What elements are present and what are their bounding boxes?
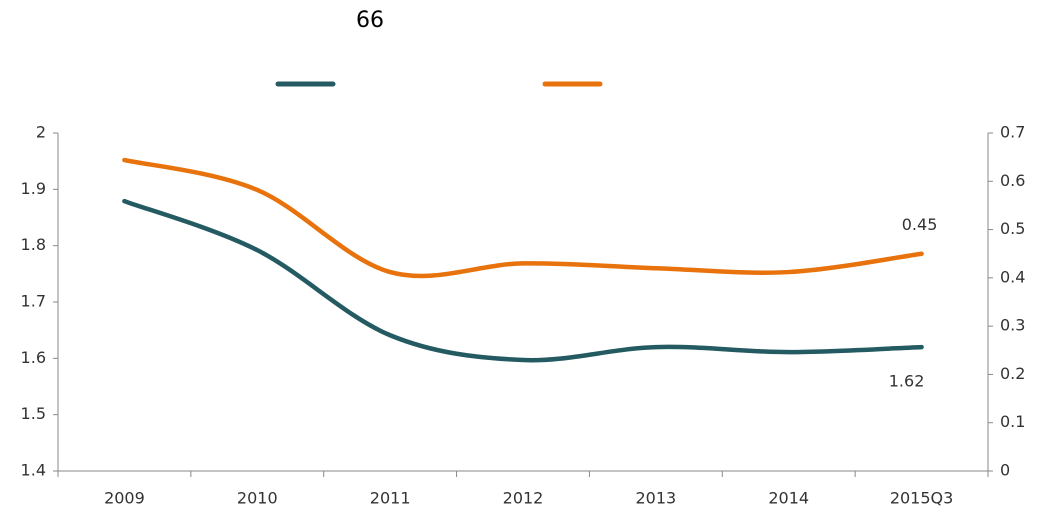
y-tick-label: 1.4 (21, 461, 46, 480)
x-tick-label: 2012 (503, 489, 544, 508)
x-tick-label: 2011 (370, 489, 411, 508)
y-tick-label: 1.9 (21, 179, 46, 198)
x-tick-label: 2010 (237, 489, 278, 508)
y2-tick-label: 0.2 (1000, 364, 1025, 383)
data-label: 1.62 (889, 372, 925, 391)
y-tick-label: 1.8 (21, 235, 46, 254)
line-series (122, 157, 924, 279)
y-tick-label: 1.6 (21, 348, 46, 367)
y2-tick-label: 0.6 (1000, 171, 1025, 190)
y2-tick-label: 0.4 (1000, 267, 1025, 286)
x-tick-label: 2014 (768, 489, 809, 508)
y2-tick-label: 0.1 (1000, 412, 1025, 431)
x-tick-label: 2013 (635, 489, 676, 508)
y2-tick-label: 0.7 (1000, 123, 1025, 142)
chart-title: 66 (356, 8, 384, 33)
y-tick-label: 2 (36, 123, 46, 142)
x-tick-label: 2009 (104, 489, 145, 508)
line-series (122, 198, 924, 363)
y2-tick-label: 0 (1000, 461, 1010, 480)
y-tick-label: 1.5 (21, 404, 46, 423)
y2-tick-label: 0.3 (1000, 316, 1025, 335)
data-label: 0.45 (902, 215, 938, 234)
y2-tick-label: 0.5 (1000, 219, 1025, 238)
x-tick-label: 2015Q3 (890, 489, 954, 508)
y-tick-label: 1.7 (21, 292, 46, 311)
